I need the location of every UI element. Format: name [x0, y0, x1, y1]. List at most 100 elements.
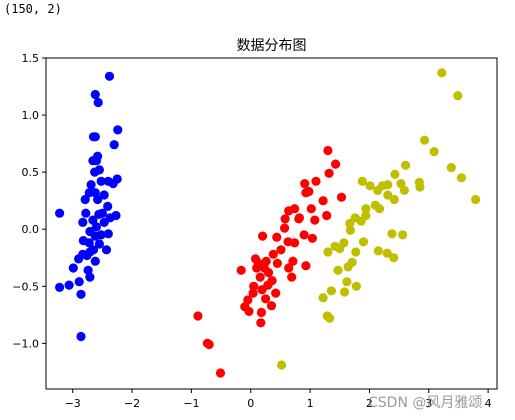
series-2-point-35 — [373, 246, 383, 256]
series-1-point-33 — [301, 261, 311, 271]
series-1-point-46 — [261, 294, 271, 304]
series-0-point-52 — [55, 282, 65, 292]
series-0-point-1 — [90, 89, 100, 100]
x-tick-label: 4 — [485, 397, 492, 410]
series-0-point-50 — [74, 277, 84, 287]
series-1-point-24 — [276, 245, 286, 255]
series-2-point-27 — [345, 225, 355, 235]
series-1-point-17 — [280, 223, 290, 233]
x-tick-label: 3 — [425, 397, 432, 410]
series-2-point-46 — [318, 293, 328, 303]
series-2-point-43 — [351, 281, 361, 291]
series-1-point-31 — [284, 263, 294, 273]
series-1-point-55 — [215, 368, 226, 378]
x-tick-label: −3 — [65, 397, 81, 410]
y-tick-label: 0.0 — [22, 223, 40, 236]
series-0-point-38 — [84, 238, 94, 248]
series-0-point-25 — [94, 209, 104, 219]
series-2-point-5 — [456, 173, 466, 183]
x-tick-label: 1 — [307, 397, 314, 410]
series-1-point-37 — [236, 265, 246, 275]
series-1-point-49 — [244, 306, 254, 316]
series-0-point-31 — [91, 222, 101, 232]
series-1-point-7 — [336, 192, 347, 202]
series-0-point-53 — [76, 289, 86, 299]
series-1-point-35 — [263, 268, 274, 278]
series-2-point-1 — [453, 91, 463, 101]
series-1-point-41 — [249, 281, 259, 291]
series-2-point-40 — [343, 262, 353, 272]
series-2-point-48 — [325, 313, 335, 323]
series-0-point-14 — [96, 176, 106, 186]
series-2-point-14 — [399, 185, 409, 195]
series-1-point-44 — [248, 288, 258, 298]
series-0-point-41 — [101, 245, 112, 255]
series-2-point-21 — [471, 194, 481, 205]
series-2-point-16 — [383, 190, 393, 200]
series-0-point-21 — [80, 194, 90, 205]
series-0-point-47 — [68, 263, 78, 273]
series-2-point-49 — [277, 360, 287, 370]
series-0-point-22 — [103, 201, 113, 211]
series-2-point-33 — [335, 244, 345, 254]
series-2-point-22 — [374, 204, 385, 214]
series-2-point-41 — [333, 265, 343, 275]
series-2-point-20 — [361, 204, 371, 214]
series-1-point-39 — [287, 272, 297, 282]
series-2-point-45 — [339, 287, 350, 297]
series-0-point-45 — [74, 254, 84, 264]
series-1-point-36 — [255, 272, 265, 282]
x-tick-label: −1 — [183, 397, 199, 410]
series-1-point-32 — [288, 256, 298, 266]
series-1-point-13 — [280, 214, 290, 224]
series-2-point-2 — [420, 135, 430, 145]
series-2-point-9 — [415, 182, 425, 192]
series-2-point-10 — [396, 179, 406, 189]
series-0-point-54 — [76, 331, 86, 342]
series-0-point-36 — [90, 231, 100, 241]
series-1-point-16 — [310, 215, 320, 225]
series-0-point-46 — [90, 256, 100, 266]
series-2-point-44 — [326, 286, 336, 296]
series-0-point-15 — [86, 180, 96, 190]
series-1-point-15 — [294, 213, 304, 223]
series-1-point-10 — [284, 206, 294, 216]
series-0-point-34 — [103, 229, 113, 239]
series-0-point-9 — [91, 156, 101, 166]
y-tick-label: 0.5 — [22, 166, 40, 179]
series-1-point-2 — [324, 168, 334, 178]
series-2-point-18 — [389, 194, 399, 205]
series-2-point-6 — [401, 160, 411, 170]
series-1-point-11 — [306, 204, 316, 214]
series-0-point-0 — [104, 71, 115, 81]
y-tick-label: 1.0 — [22, 109, 40, 122]
series-1-point-8 — [318, 196, 328, 206]
series-0-point-3 — [113, 125, 123, 135]
series-1-point-48 — [256, 307, 266, 318]
series-1-point-12 — [322, 210, 332, 221]
series-2-point-3 — [429, 147, 439, 157]
series-2-point-13 — [365, 181, 375, 191]
series-0-point-16 — [108, 179, 118, 189]
series-0-point-24 — [81, 208, 91, 218]
x-tick-label: −2 — [124, 397, 140, 410]
series-2-point-38 — [389, 253, 399, 263]
x-tick-label: 0 — [247, 397, 254, 410]
series-1-point-43 — [271, 288, 281, 298]
series-1-point-34 — [252, 263, 262, 273]
series-1-point-20 — [258, 231, 268, 241]
series-1-point-6 — [304, 186, 314, 197]
series-1-point-4 — [311, 176, 321, 186]
series-1-point-3 — [300, 179, 310, 189]
points-layer — [55, 68, 481, 378]
series-0-point-6 — [109, 140, 119, 150]
series-0-point-2 — [93, 97, 103, 108]
series-2-point-34 — [351, 247, 361, 257]
series-0-point-28 — [88, 215, 98, 225]
series-2-point-7 — [390, 169, 400, 179]
series-1-point-23 — [290, 238, 300, 248]
series-0-point-51 — [64, 280, 74, 290]
series-2-point-36 — [382, 248, 392, 258]
series-1-point-50 — [266, 301, 277, 311]
